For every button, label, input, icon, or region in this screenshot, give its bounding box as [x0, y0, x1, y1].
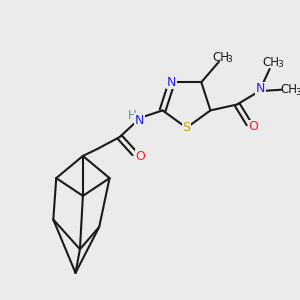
- Text: N: N: [167, 76, 176, 89]
- Text: S: S: [182, 121, 190, 134]
- Text: H: H: [128, 109, 136, 122]
- Text: N: N: [256, 82, 266, 95]
- Text: N: N: [135, 114, 145, 127]
- Text: O: O: [135, 150, 145, 163]
- Text: CH: CH: [212, 51, 229, 64]
- Text: 3: 3: [226, 55, 232, 64]
- Text: 3: 3: [296, 88, 300, 97]
- Text: 3: 3: [278, 60, 284, 69]
- Text: CH: CH: [280, 83, 297, 96]
- Text: CH: CH: [262, 56, 280, 69]
- Text: O: O: [248, 120, 258, 133]
